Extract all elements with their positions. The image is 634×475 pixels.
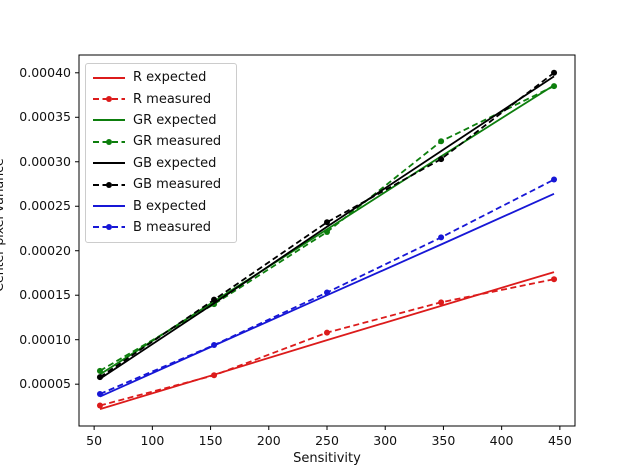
y-tick-label: 0.00040: [19, 64, 71, 80]
y-tick-label: 0.00005: [19, 376, 71, 392]
legend-item-gr-expected: GR expected: [90, 110, 232, 131]
legend-sample-b-expected: [93, 205, 125, 208]
legend-label-gr-expected: GR expected: [133, 112, 217, 128]
legend-sample-r-measured: [93, 96, 125, 103]
x-tick-label: 100: [140, 433, 165, 448]
legend-label-r-measured: R measured: [133, 91, 212, 107]
data-point-gb-measured: [438, 156, 445, 163]
y-tick-label: 0.00020: [19, 242, 71, 258]
data-point-gb-measured: [324, 219, 330, 226]
legend-sample-b-measured: [93, 224, 125, 231]
legend-item-gb-expected: GB expected: [90, 153, 232, 174]
legend-item-gb-measured: GB measured: [90, 174, 232, 195]
data-point-gr-measured: [96, 367, 103, 374]
legend-sample-gr-measured: [93, 138, 125, 145]
x-tick-label: 350: [431, 433, 456, 448]
legend-item-b-expected: B expected: [90, 195, 232, 216]
x-tick-label: 200: [256, 433, 281, 448]
legend-sample-gb-expected: [93, 162, 125, 165]
y-tick-label: 0.00025: [19, 198, 71, 214]
legend-label-b-measured: B measured: [133, 219, 211, 235]
data-point-r-measured: [324, 329, 330, 336]
legend-sample-r-expected: [93, 76, 125, 79]
legend-label-gb-expected: GB expected: [133, 155, 217, 171]
series-line-gb-expected: [99, 75, 555, 380]
y-tick-label: 0.00010: [19, 331, 71, 347]
data-point-b-measured: [438, 234, 445, 241]
legend: R expected R measured GR expected GR measur…: [85, 63, 237, 244]
y-tick-label: 0.00015: [19, 287, 71, 303]
data-point-gr-measured: [551, 83, 558, 90]
legend-label-b-expected: B expected: [133, 198, 207, 214]
legend-item-r-expected: R expected: [90, 67, 232, 88]
data-point-b-measured: [324, 289, 330, 296]
x-tick-label: 450: [547, 433, 572, 448]
data-point-r-measured: [551, 276, 558, 283]
series-line-r-measured: [99, 278, 555, 407]
y-tick-label: 0.00030: [19, 153, 71, 169]
data-point-gr-measured: [324, 229, 330, 236]
x-tick-label: 50: [86, 433, 103, 448]
legend-item-gr-measured: GR measured: [90, 131, 232, 152]
data-point-r-measured: [211, 372, 218, 379]
data-point-b-measured: [211, 342, 218, 349]
data-point-r-measured: [438, 299, 445, 306]
data-point-gb-measured: [96, 374, 103, 381]
data-point-r-measured: [96, 402, 103, 409]
legend-sample-gr-expected: [93, 119, 125, 122]
data-point-b-measured: [96, 390, 103, 397]
data-point-gb-measured: [211, 296, 218, 303]
data-point-gb-measured: [551, 69, 558, 76]
legend-label-r-expected: R expected: [133, 70, 207, 86]
legend-label-gb-measured: GB measured: [133, 177, 222, 193]
x-tick-label: 150: [198, 433, 223, 448]
x-tick-label: 400: [489, 433, 514, 448]
y-tick-label: 0.00035: [19, 109, 71, 125]
legend-sample-gb-measured: [93, 181, 125, 188]
data-point-gr-measured: [438, 138, 445, 145]
x-axis-label: Sensitivity: [293, 451, 361, 466]
legend-item-b-measured: B measured: [90, 217, 232, 238]
x-tick-label: 300: [373, 433, 398, 448]
legend-item-r-measured: R measured: [90, 88, 232, 109]
legend-label-gr-measured: GR measured: [133, 134, 222, 150]
x-tick-label: 250: [315, 433, 339, 448]
data-point-b-measured: [551, 176, 558, 183]
